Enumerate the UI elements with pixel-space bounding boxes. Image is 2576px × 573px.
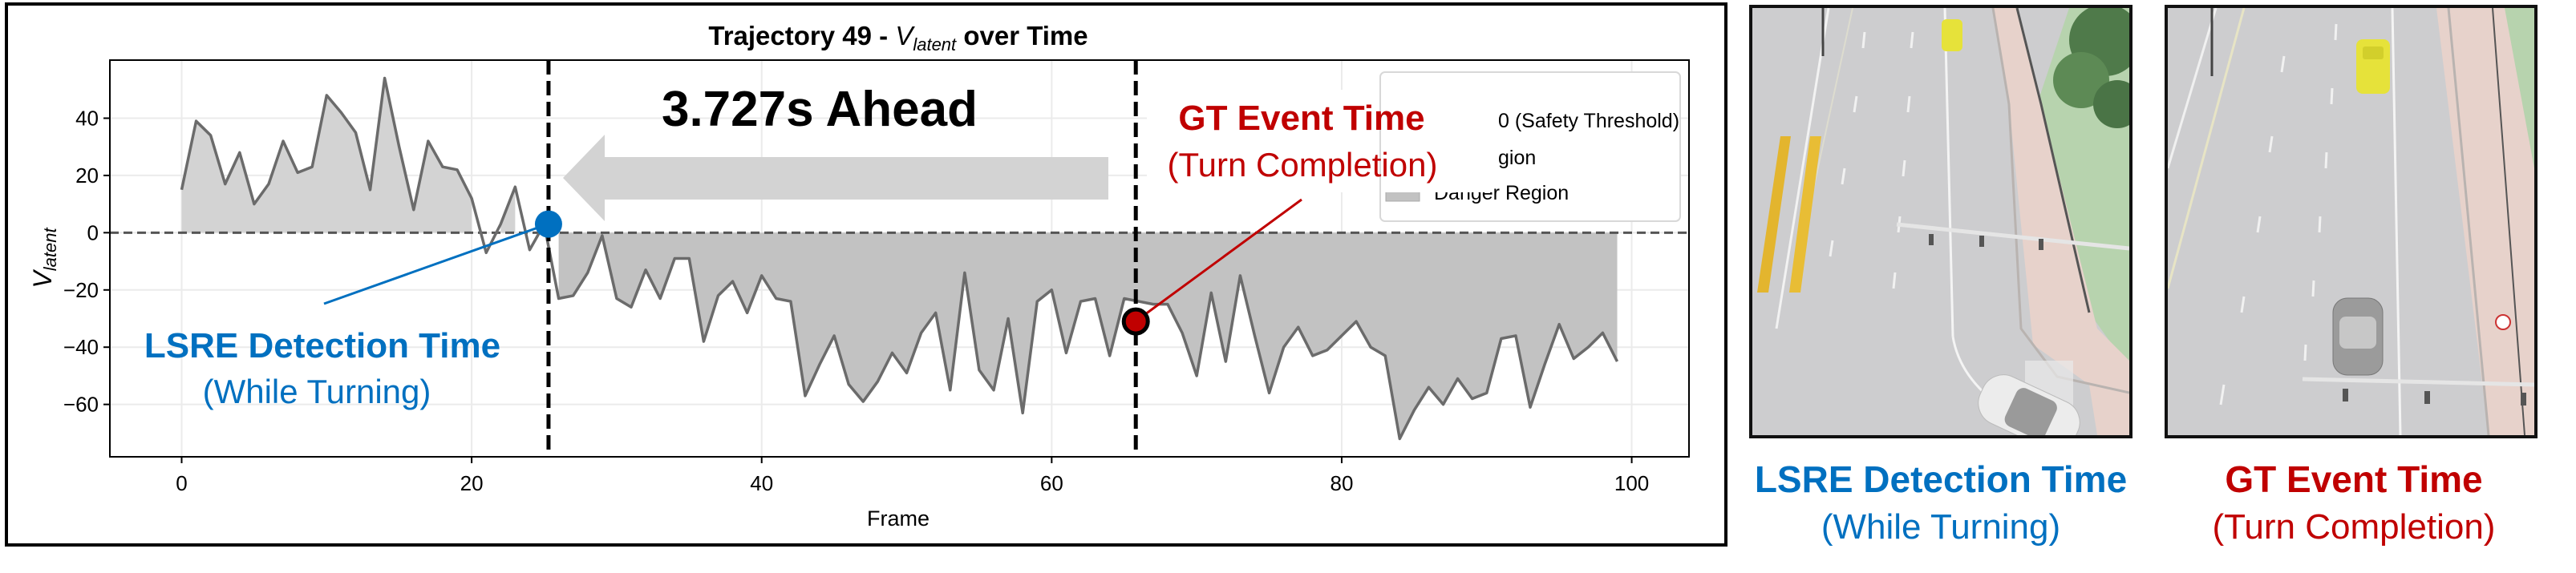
caption-gt-title: GT Event Time (2225, 458, 2483, 500)
signal-pole (1896, 222, 2129, 251)
gt-event-marker (1121, 307, 1150, 336)
x-tick-label: 40 (750, 471, 773, 495)
signal-pole (2302, 377, 2534, 387)
safe-region-fill (181, 78, 472, 233)
gt-annotation-sub: (Turn Completion) (1168, 146, 1438, 184)
y-tick-label: 0 (87, 220, 99, 244)
y-axis-label: Vlatent (28, 228, 60, 289)
ticks: 0 20 40 60 80 100 40 20 0 −20 −40 −60 (63, 107, 1649, 496)
ahead-label: 3.727s Ahead (662, 82, 978, 137)
legend-label: 0 (Safety Threshold) (1498, 110, 1679, 132)
x-tick-label: 20 (460, 471, 484, 495)
x-tick-label: 60 (1040, 471, 1063, 495)
event-markers (534, 210, 1150, 336)
lsre-detection-marker (534, 210, 562, 238)
legend-occluder (1381, 90, 1493, 192)
caption-lsre: LSRE Detection Time (While Turning) (1716, 455, 2165, 551)
chart-title: Trajectory 49 - Vlatent over Time (708, 21, 1088, 54)
lsre-annotation-sub: (While Turning) (203, 373, 431, 410)
y-tick-label: −40 (63, 335, 99, 359)
y-tick-label: −20 (63, 278, 99, 302)
v-latent-line (180, 76, 1619, 441)
photo-lsre-detection (1749, 5, 2132, 438)
danger-region-fill (558, 232, 1618, 439)
event-lines (546, 60, 1138, 457)
series (180, 76, 1619, 441)
gt-annotation-title: GT Event Time (1178, 99, 1424, 138)
x-tick-label: 80 (1331, 471, 1354, 495)
y-tick-label: −60 (63, 393, 99, 417)
gray-car (2332, 297, 2384, 376)
caption-gt-sub: (Turn Completion) (2212, 507, 2496, 547)
caption-lsre-sub: (While Turning) (1821, 507, 2061, 547)
barriers (1757, 136, 1821, 293)
plot-frame (109, 59, 1690, 458)
sidewalk (2436, 8, 2534, 435)
yellow-van (1942, 19, 1962, 51)
y-tick-label: 20 (75, 163, 99, 188)
y-tick-label: 40 (75, 107, 99, 131)
white-car (1978, 374, 2080, 435)
lsre-leader-line (323, 223, 548, 305)
x-tick-label: 0 (176, 471, 187, 495)
axes (109, 59, 1690, 458)
legend-label: gion (1498, 147, 1536, 169)
ahead-arrow (563, 135, 1108, 221)
gt-leader-line (1138, 198, 1302, 321)
caption-lsre-title: LSRE Detection Time (1754, 458, 2128, 500)
chart: Trajectory 49 - Vlatent over Time 0 (Saf… (5, 2, 1727, 547)
photo-gt-event (2165, 5, 2538, 438)
lsre-annotation-title: LSRE Detection Time (144, 326, 500, 365)
caption-gt: GT Event Time (Turn Completion) (2133, 455, 2574, 551)
sidewalk (1993, 8, 2129, 435)
x-axis-label: Frame (867, 506, 930, 531)
x-tick-label: 100 (1614, 471, 1649, 495)
